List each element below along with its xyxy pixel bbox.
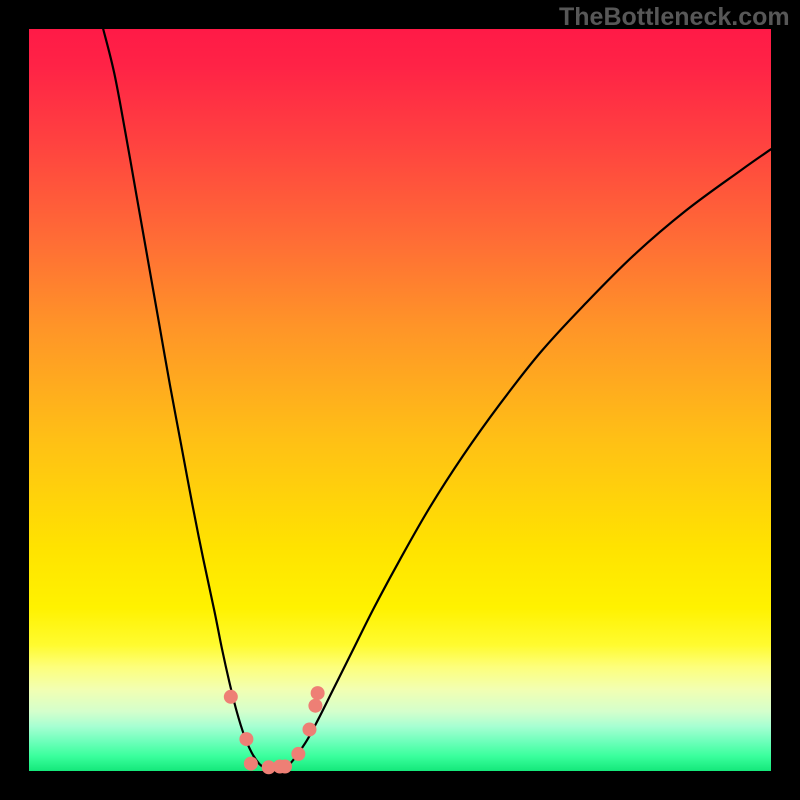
watermark-text: TheBottleneck.com — [559, 3, 790, 32]
chart-container: TheBottleneck.com — [0, 0, 800, 800]
plot-area — [29, 29, 771, 771]
